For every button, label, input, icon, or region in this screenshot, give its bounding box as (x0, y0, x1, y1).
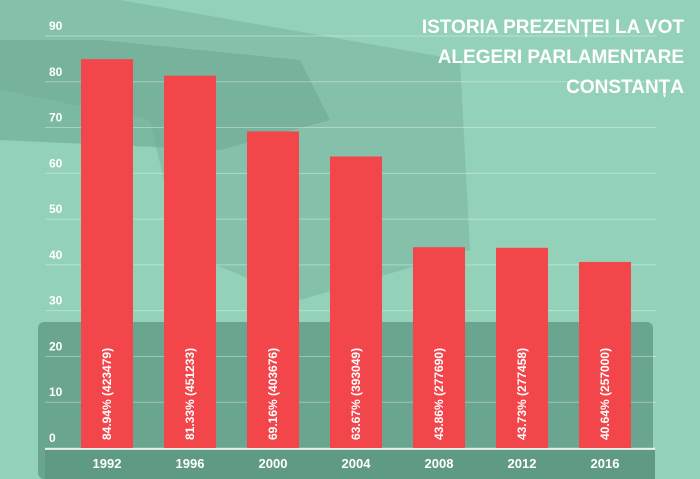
title-line: ALEGERI PARLAMENTARE (438, 47, 684, 68)
bar (579, 261, 631, 448)
x-axis-band (45, 449, 655, 479)
bar (330, 156, 382, 448)
y-tick-label: 60 (49, 156, 63, 170)
y-tick-label: 70 (49, 111, 63, 125)
x-tick-label: 2016 (591, 456, 620, 471)
y-tick-label: 0 (49, 431, 56, 445)
y-tick-label: 50 (49, 202, 63, 216)
y-tick-label: 10 (49, 385, 63, 399)
value-label: 63.67% (393049) (349, 348, 363, 440)
bar (247, 131, 299, 449)
value-label: 81.33% (451233) (183, 348, 197, 440)
x-tick-label: 2012 (508, 456, 537, 471)
title-line: ISTORIA PREZENȚEI LA VOT (422, 17, 685, 38)
bar (81, 59, 133, 449)
x-tick-label: 2004 (342, 456, 372, 471)
bar (496, 247, 548, 448)
x-tick-label: 2000 (259, 456, 288, 471)
bar (413, 247, 465, 448)
title-line: CONSTANȚA (566, 77, 684, 98)
y-tick-label: 40 (49, 248, 63, 262)
x-tick-label: 2008 (425, 456, 454, 471)
x-tick-label: 1996 (176, 456, 205, 471)
value-label: 43.86% (277690) (432, 348, 446, 440)
bar (164, 75, 216, 448)
y-tick-label: 90 (49, 19, 63, 33)
value-label: 69.16% (403676) (266, 348, 280, 440)
value-label: 43.73% (277458) (515, 348, 529, 440)
value-label: 84.94% (423479) (100, 348, 114, 440)
title: ISTORIA PREZENȚEI LA VOT ALEGERI PARLAMEN… (422, 17, 685, 98)
value-label: 40.64% (257000) (598, 348, 612, 440)
y-tick-label: 30 (49, 294, 63, 308)
y-tick-label: 20 (49, 339, 63, 353)
y-tick-label: 80 (49, 65, 63, 79)
x-tick-label: 1992 (93, 456, 122, 471)
